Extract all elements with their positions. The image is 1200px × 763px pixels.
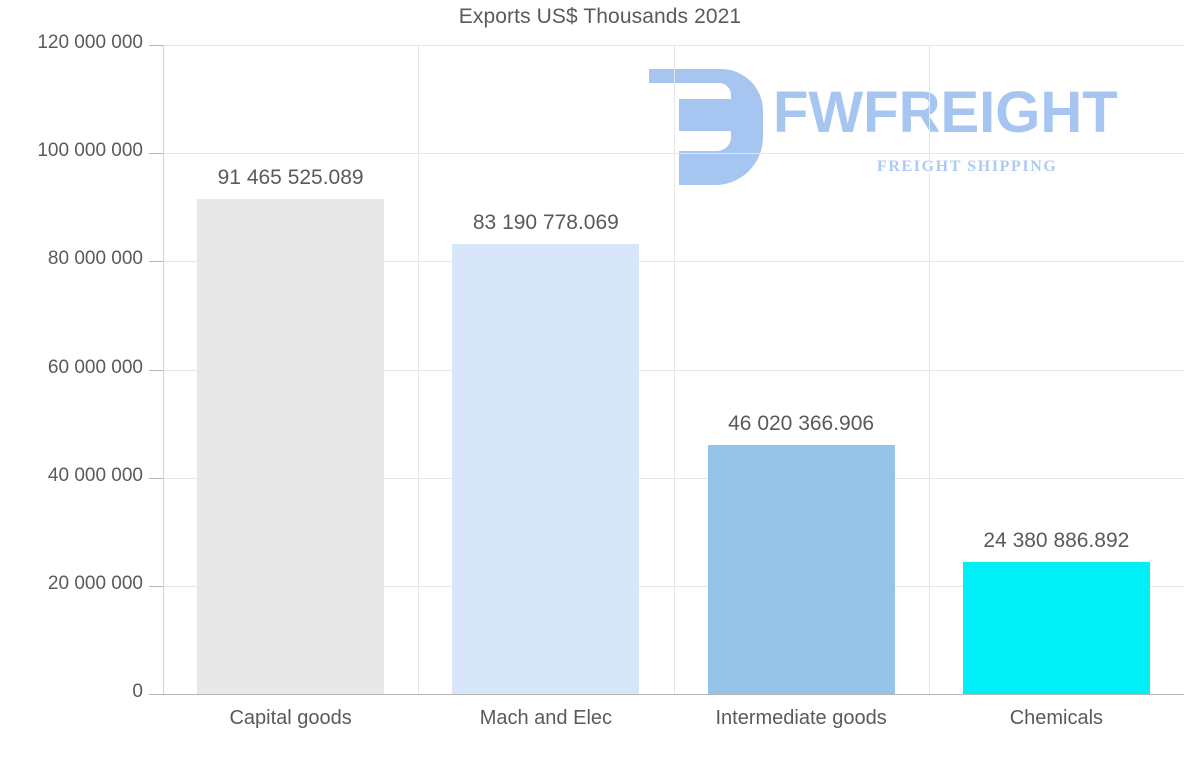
plot-area: 91 465 525.089 83 190 778.069 46 020 366.9…: [163, 45, 1184, 694]
y-axis-tick-label: 40 000 000: [47, 464, 143, 486]
bar[interactable]: [962, 562, 1150, 694]
y-axis-tick-label: 100 000 000: [37, 140, 143, 162]
x-axis-line: [149, 694, 1184, 695]
y-axis-tick-label: 120 000 000: [37, 32, 143, 53]
gridline-vertical: [929, 45, 930, 694]
y-axis-tick-mark: [149, 369, 163, 371]
y-axis-tick-mark: [149, 45, 163, 46]
bar[interactable]: [707, 445, 895, 694]
y-axis-tick-label: 20 000 000: [47, 572, 143, 594]
y-axis-line: [163, 45, 164, 695]
gridline-horizontal: [163, 45, 1184, 46]
y-axis-tick-label: 60 000 000: [47, 356, 143, 378]
y-axis-tick-mark: [149, 477, 163, 479]
gridline-horizontal: [163, 369, 1184, 371]
y-axis-tick-mark: [149, 261, 163, 263]
gridline-horizontal: [163, 153, 1184, 155]
y-axis-tick-mark: [149, 585, 163, 587]
y-axis-tick-label: 80 000 000: [47, 248, 143, 270]
gridline-vertical: [674, 45, 675, 694]
gridline-horizontal: [163, 585, 1184, 587]
x-axis-tick-label: Mach and Elec: [479, 707, 613, 729]
bar-value-label: 46 020 366.906: [728, 412, 875, 436]
y-axis-tick-mark: [149, 694, 163, 695]
y-axis-tick-mark: [149, 153, 163, 155]
bar[interactable]: [197, 199, 385, 694]
x-axis-tick-label: Capital goods: [229, 707, 352, 729]
x-axis-tick-label: Intermediate goods: [715, 707, 887, 729]
y-axis-tick-label: 0: [132, 681, 143, 702]
chart-title: Exports US$ Thousands 2021: [458, 5, 742, 28]
bar-value-label: 91 465 525.089: [217, 166, 364, 190]
bar-value-label: 83 190 778.069: [472, 211, 619, 235]
gridline-horizontal: [163, 261, 1184, 263]
bar-value-label: 24 380 886.892: [983, 529, 1130, 553]
x-axis-tick-label: Chemicals: [1009, 707, 1104, 729]
gridline-horizontal: [163, 477, 1184, 479]
gridline-vertical: [418, 45, 419, 694]
bar[interactable]: [452, 244, 640, 694]
